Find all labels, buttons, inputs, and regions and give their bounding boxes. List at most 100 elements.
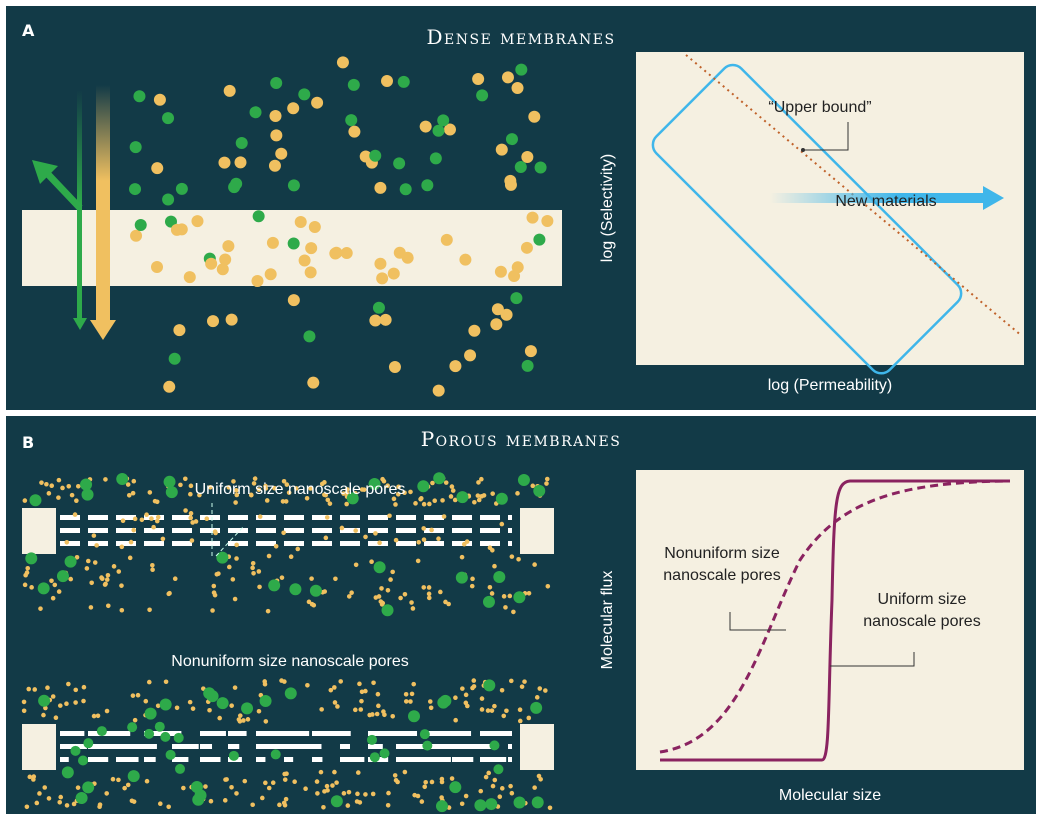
molecule [184,271,196,283]
large-molecule [489,740,499,750]
molecule [299,254,311,266]
molecule [270,129,282,141]
molecule [533,234,545,246]
large-molecule [289,583,301,595]
small-molecule [189,511,194,516]
small-molecule [449,494,454,499]
small-molecule [379,599,384,604]
small-molecule [464,794,469,799]
small-molecule [120,545,125,550]
small-molecule [189,484,194,489]
molecule [380,314,392,326]
small-molecule [121,518,126,523]
small-molecule [145,779,150,784]
pore-wall [424,757,451,762]
large-molecule [166,750,176,760]
figure: A Dense membranes “Upper bound” New mate… [0,0,1042,819]
large-molecule [408,710,420,722]
small-molecule [151,525,156,530]
small-molecule [233,685,238,690]
small-molecule [501,714,506,719]
small-molecule [57,589,62,594]
small-molecule [266,609,271,614]
small-molecule [460,686,465,691]
small-molecule [490,708,495,713]
large-molecule [127,722,137,732]
small-molecule [386,588,391,593]
small-molecule [537,686,542,691]
molecule [437,114,449,126]
large-molecule [374,561,386,573]
large-molecule [144,729,154,739]
small-molecule [292,779,297,784]
molecule [305,266,317,278]
small-molecule [136,693,141,698]
small-molecule [66,484,71,489]
large-molecule [175,764,185,774]
small-molecule [131,491,136,496]
small-molecule [64,701,69,706]
small-molecule [428,699,433,704]
small-molecule [369,559,374,564]
small-molecule [373,531,378,536]
small-molecule [508,594,513,599]
pore-wall [508,515,512,520]
small-molecule [250,566,255,571]
molecule [535,162,547,174]
small-molecule [106,573,111,578]
molecule [303,330,315,342]
small-molecule [490,491,495,496]
small-molecule [510,791,515,796]
small-molecule [476,493,481,498]
small-molecule [332,770,337,775]
pore-wall [508,757,512,762]
small-molecule [427,596,432,601]
small-molecule [263,781,268,786]
small-molecule [460,555,465,560]
small-molecule [149,516,154,521]
small-molecule [76,484,81,489]
small-molecule [388,577,393,582]
small-molecule [112,564,117,569]
molecule [369,314,381,326]
pore-wall [368,528,388,533]
small-molecule [277,803,282,808]
small-molecule [229,703,234,708]
large-molecule [164,476,176,488]
small-molecule [451,488,456,493]
molecule [490,318,502,330]
small-molecule [147,608,152,613]
small-molecule [394,538,399,543]
small-molecule [393,502,398,507]
pore-wall [60,731,84,736]
molecule [288,294,300,306]
small-molecule [398,596,403,601]
small-molecule [89,605,94,610]
annotation: New materials [835,193,936,210]
pore-wall [88,528,108,533]
small-molecule [379,586,384,591]
molecule [345,114,357,126]
small-molecule [68,577,73,582]
pore-wall [424,515,444,520]
small-molecule [150,567,155,572]
small-molecule [26,687,31,692]
small-molecule [155,500,160,505]
molecule [295,216,307,228]
molecule [476,89,488,101]
small-molecule [382,713,387,718]
small-molecule [282,679,287,684]
small-molecule [126,783,131,788]
molecule [176,183,188,195]
pore-wall [60,757,69,762]
small-molecule [349,590,354,595]
small-molecule [295,547,300,552]
small-molecule [267,554,272,559]
molecule [521,151,533,163]
molecule [267,237,279,249]
molecule [472,73,484,85]
small-molecule [358,707,363,712]
molecule [388,268,400,280]
small-molecule [260,796,265,801]
small-molecule [41,713,46,718]
